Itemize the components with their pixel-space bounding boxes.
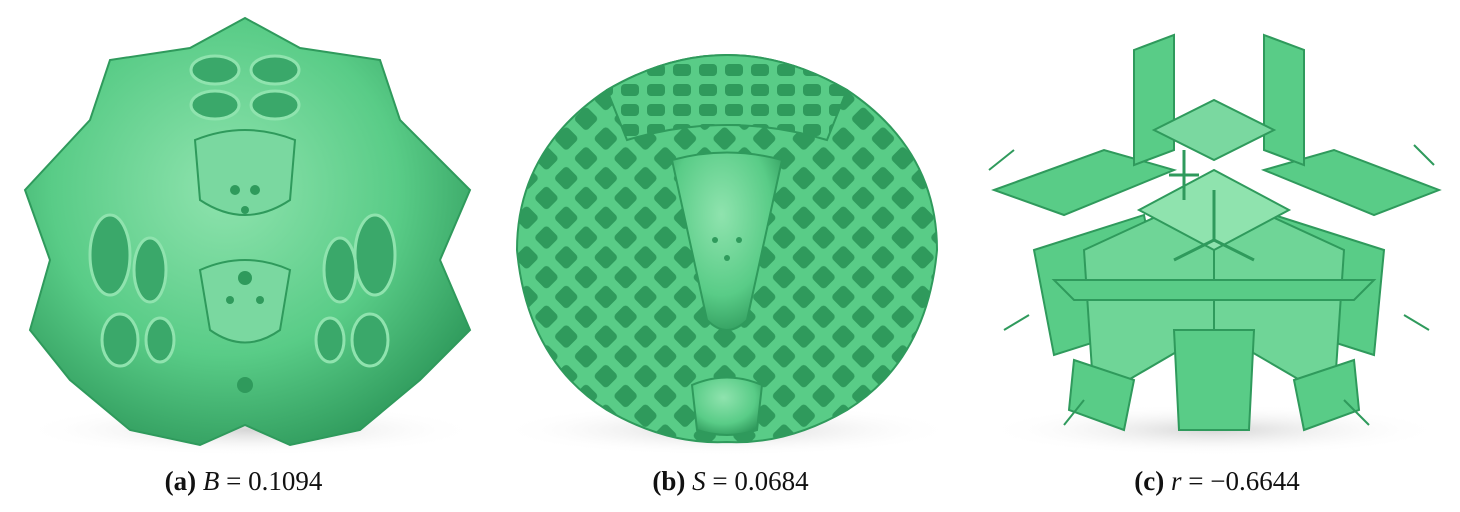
caption-equals: = xyxy=(1188,466,1204,496)
caption-label: (b) xyxy=(652,466,686,496)
caption-value: 0.0684 xyxy=(734,466,809,496)
caption-label: (a) xyxy=(164,466,197,496)
caption-label: (c) xyxy=(1134,466,1165,496)
caption-value: −0.6644 xyxy=(1210,466,1300,496)
caption-value: 0.1094 xyxy=(248,466,323,496)
lattice-render-a xyxy=(20,16,480,456)
caption-variable: B xyxy=(202,466,220,496)
lattice-render-c xyxy=(984,33,1444,456)
caption-equals: = xyxy=(226,466,242,496)
lattice-render-b xyxy=(497,54,957,456)
figure-c: (c) r = −0.6644 xyxy=(974,0,1460,512)
caption-variable: S xyxy=(692,466,706,496)
caption-c: (c) r = −0.6644 xyxy=(974,466,1460,497)
caption-a: (a) B = 0.1094 xyxy=(0,466,487,497)
caption-b: (b) S = 0.0684 xyxy=(487,466,974,497)
figure-b: (b) S = 0.0684 xyxy=(487,0,974,512)
caption-equals: = xyxy=(712,466,728,496)
figure-a: (a) B = 0.1094 xyxy=(0,0,487,512)
caption-variable: r xyxy=(1170,466,1182,496)
